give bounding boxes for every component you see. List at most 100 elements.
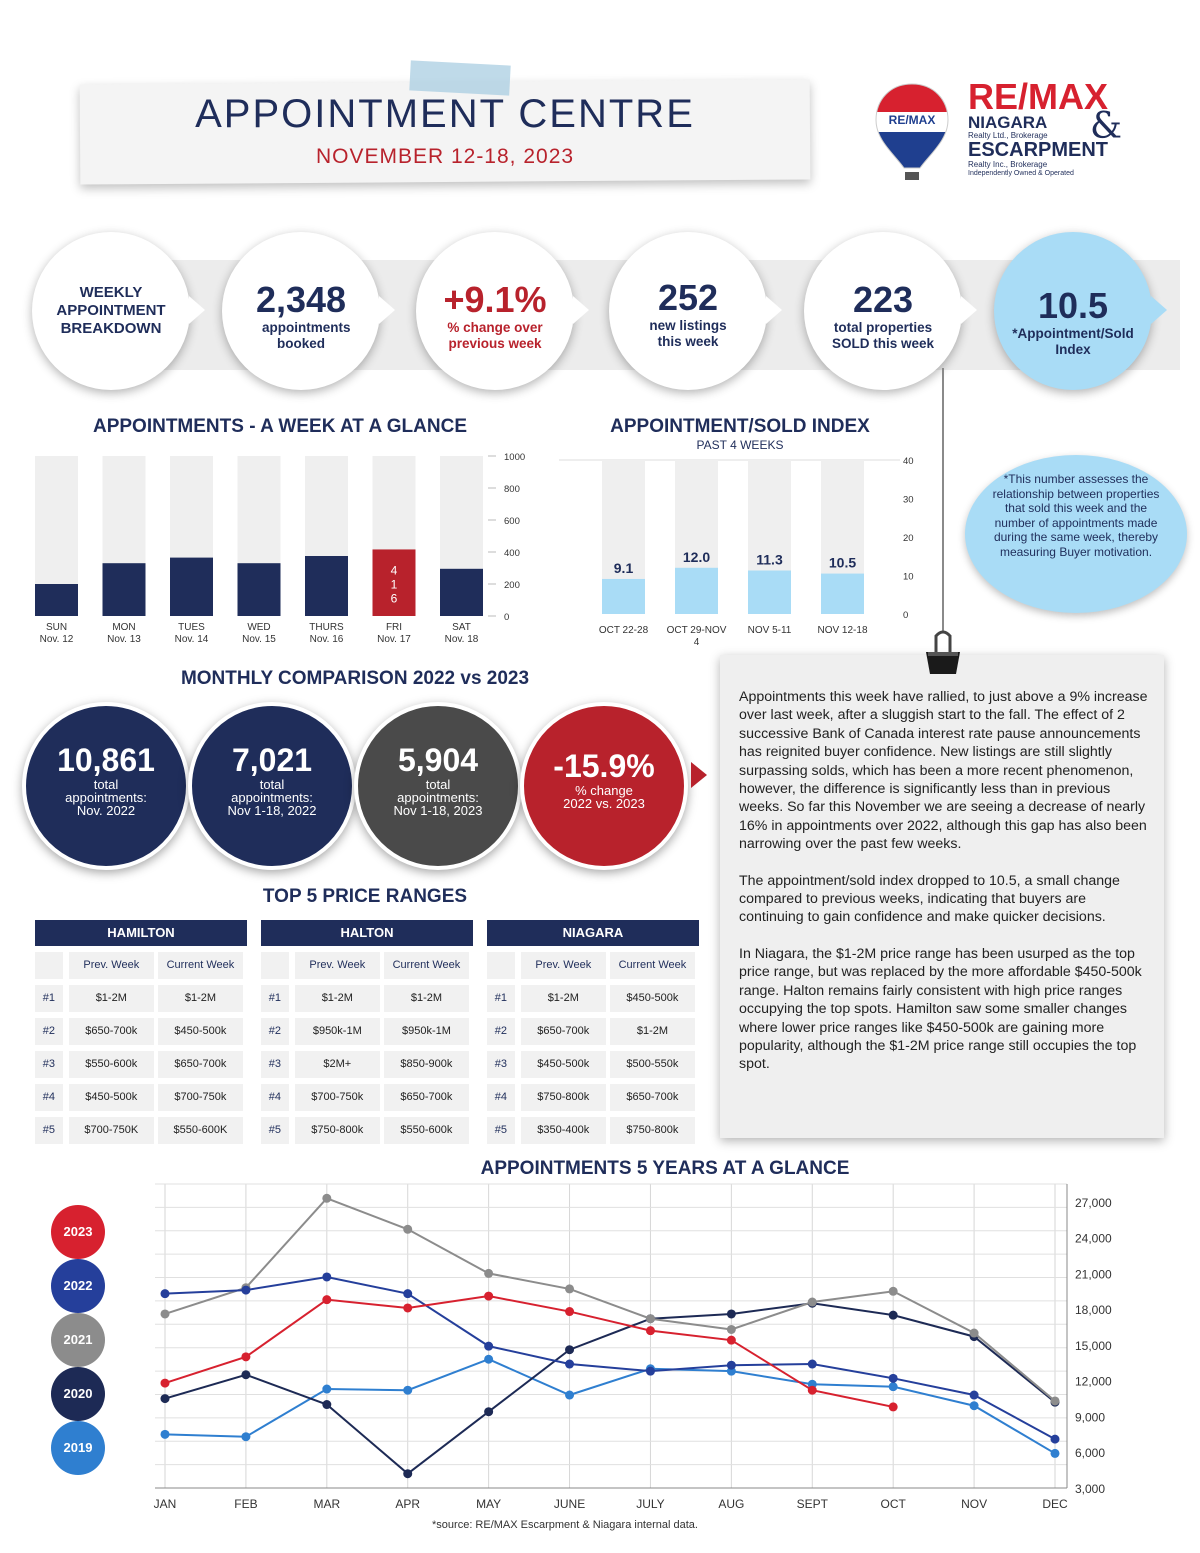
data-point-2021	[160, 1309, 170, 1319]
current-week: $1-2M	[609, 1018, 695, 1045]
legend-2023: 2023	[51, 1205, 105, 1259]
bar-value-digit: 4	[391, 563, 398, 577]
current-week: $550-600k	[383, 1117, 469, 1144]
legend-2020: 2020	[51, 1367, 105, 1421]
x-tick-date: Nov. 12	[40, 634, 74, 645]
index-bar	[748, 570, 791, 614]
brand-block: RE/MAX NIAGARA Realty Ltd., Brokerage ES…	[968, 79, 1168, 178]
price-ranges-title: TOP 5 PRICE RANGES	[262, 886, 468, 907]
current-week: $450-500k	[609, 985, 695, 1012]
data-point-2020	[241, 1370, 251, 1380]
data-point-2022	[1050, 1434, 1060, 1444]
data-point-2022	[888, 1373, 898, 1383]
commentary-paragraph: Appointments this week have rallied, to …	[739, 689, 1148, 853]
index-bar	[602, 578, 645, 614]
data-point-2020	[322, 1400, 332, 1410]
bar-value-digit: 1	[391, 577, 398, 591]
commentary-paragraph: The appointment/sold index dropped to 10…	[739, 872, 1120, 926]
x-tick-label: APR	[395, 1497, 420, 1511]
bubble-pointer	[379, 296, 395, 324]
monthly-line3: Nov 1-18, 2023	[393, 803, 483, 818]
monthly-line2: appointments:	[65, 790, 147, 805]
y-tick-label: 600	[504, 516, 520, 527]
data-point-2020	[726, 1309, 736, 1319]
prev-week: $2M+	[294, 1051, 380, 1078]
monthly-pointer	[691, 762, 707, 788]
data-point-2022	[565, 1359, 575, 1369]
table-row: #5 $350-400k $750-800k	[487, 1117, 699, 1144]
bar-fri	[372, 549, 416, 616]
price-table-hamilton: HAMILTON Prev. Week Current Week #1 $1-2M $…	[35, 920, 247, 1144]
brand-escarpment: ESCARPMENT	[968, 139, 1109, 161]
x-tick-label: DEC	[1042, 1497, 1068, 1511]
current-week: $650-700k	[383, 1084, 469, 1111]
commentary-paragraph: In Niagara, the $1-2M price range has be…	[739, 945, 1142, 1073]
rank: #5	[35, 1117, 63, 1144]
data-point-2023	[565, 1307, 575, 1317]
rank: #1	[261, 985, 289, 1012]
legend-2021: 2021	[51, 1313, 105, 1367]
rank: #2	[261, 1018, 289, 1045]
brand-niagara-sub: Realty Ltd., Brokerage	[968, 131, 1048, 140]
prev-week: $700-750K	[68, 1117, 154, 1144]
y-tick-label: 20	[903, 533, 914, 544]
x-tick-day: SAT	[452, 622, 471, 633]
y-tick-label: 1000	[504, 452, 525, 463]
x-tick-date: Nov. 18	[445, 634, 479, 645]
monthly-value: -15.9%	[553, 748, 655, 784]
prev-week: $1-2M	[68, 985, 154, 1012]
current-week-header: Current Week	[609, 952, 695, 979]
index-bar	[675, 567, 718, 614]
bar-value-label: 9.1	[614, 560, 634, 576]
table-row: #4 $700-750k $650-700k	[261, 1084, 473, 1111]
x-tick-label: JAN	[154, 1497, 177, 1511]
rank: #3	[35, 1051, 63, 1078]
x-tick-label: NOV 12-18	[817, 625, 867, 636]
stat-label: % change over previous week	[447, 320, 543, 351]
prev-week: $750-800k	[294, 1117, 380, 1144]
x-tick-date: Nov. 17	[377, 634, 411, 645]
rank: #1	[487, 985, 515, 1012]
data-point-2022	[403, 1289, 413, 1299]
x-tick-label: OCT 22-28	[599, 625, 649, 636]
bubble-pointer	[1151, 296, 1167, 324]
table-row: #3 $2M+ $850-900k	[261, 1051, 473, 1078]
x-tick-label: MAY	[476, 1497, 501, 1511]
table-header-row: Prev. Week Current Week	[35, 952, 247, 979]
x-tick-date: Nov. 14	[175, 634, 209, 645]
data-point-2021	[807, 1297, 817, 1307]
data-point-2023	[403, 1303, 413, 1313]
data-point-2020	[484, 1407, 494, 1417]
table-region: HAMILTON	[35, 920, 247, 946]
bar-sun	[35, 584, 78, 616]
index-info-bubble	[965, 455, 1187, 613]
monthly-line1: total	[259, 777, 285, 792]
table-row: #2 $950k-1M $950k-1M	[261, 1018, 473, 1045]
y-tick-label: 6,000	[1075, 1446, 1105, 1460]
stat-value: +9.1%	[443, 279, 547, 320]
monthly-line2: 2022 vs. 2023	[563, 796, 645, 811]
table-row: #2 $650-700k $450-500k	[35, 1018, 247, 1045]
data-point-2022	[726, 1360, 736, 1370]
y-tick-label: 0	[903, 610, 908, 621]
current-week-header: Current Week	[383, 952, 469, 979]
x-tick-label: MAR	[313, 1497, 340, 1511]
balloon-text: RE/MAX	[889, 113, 936, 127]
x-tick-label: JUNE	[554, 1497, 585, 1511]
remax-balloon-logo: RE/MAX	[875, 83, 949, 180]
table-header-row: Prev. Week Current Week	[487, 952, 699, 979]
data-point-2019	[565, 1390, 575, 1400]
stat-percent-change: +9.1% % change over previous week	[416, 232, 574, 390]
data-point-2021	[888, 1286, 898, 1296]
table-row: #4 $450-500k $700-750k	[35, 1084, 247, 1111]
monthly-nov-1-18-2022: 7,021 total appointments: Nov 1-18, 2022	[188, 702, 356, 870]
data-point-2020	[565, 1345, 575, 1355]
rank-header	[261, 952, 289, 979]
brand-tagline: Independently Owned & Operated	[968, 170, 1074, 177]
table-region: HALTON	[261, 920, 473, 946]
brand-ampersand: &	[1090, 106, 1123, 147]
current-week: $650-700k	[609, 1084, 695, 1111]
prev-week: $1-2M	[520, 985, 606, 1012]
breakdown-label-bubble: WEEKLY APPOINTMENT BREAKDOWN	[32, 232, 190, 390]
table-row: #1 $1-2M $450-500k	[487, 985, 699, 1012]
